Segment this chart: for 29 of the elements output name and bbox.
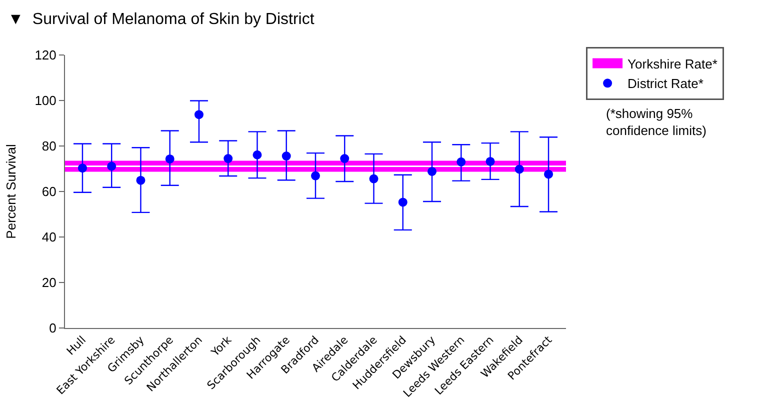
point <box>544 170 554 179</box>
y-tick-label: 40 <box>42 230 56 245</box>
y-tick-label: 0 <box>49 320 56 336</box>
point <box>107 162 116 171</box>
point <box>340 154 350 164</box>
y-axis-title: Percent Survival <box>4 144 19 239</box>
legend-label: District Rate* <box>628 76 704 92</box>
y-tick-label: 120 <box>34 48 56 63</box>
point <box>194 110 204 120</box>
point <box>398 198 408 207</box>
point <box>311 171 320 180</box>
point <box>456 157 466 166</box>
text: (*showing 95% confidence limits) <box>606 106 706 138</box>
point <box>78 164 87 173</box>
point <box>165 154 174 164</box>
point <box>282 152 291 161</box>
point <box>486 156 495 166</box>
y-tick-label: 80 <box>42 138 56 154</box>
point <box>252 150 262 160</box>
point <box>224 154 233 164</box>
point <box>136 176 146 185</box>
point <box>428 166 437 176</box>
legend-label: Yorkshire Rate* <box>628 56 718 72</box>
y-tick-label: 60 <box>42 184 56 200</box>
point <box>514 164 524 174</box>
chart-title: ▼ Survival of Melanoma of Skin by District <box>8 10 315 28</box>
y-tick-label: 20 <box>42 275 56 290</box>
point <box>369 174 378 184</box>
y-tick-label: 100 <box>34 93 56 108</box>
